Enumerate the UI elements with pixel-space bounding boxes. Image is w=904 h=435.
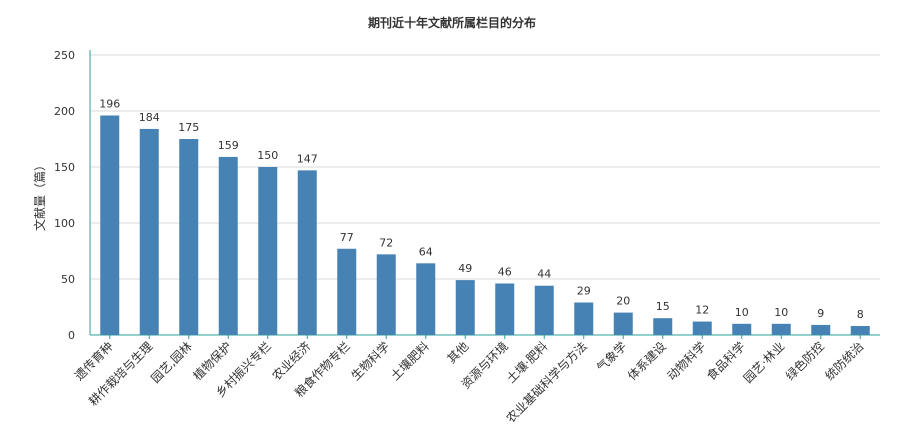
bar [653,318,673,335]
bar [455,280,475,335]
data-label: 77 [340,231,354,244]
data-label: 44 [537,268,551,281]
data-label: 159 [218,139,239,152]
data-label: 64 [419,245,433,258]
bar [613,312,633,335]
x-tick-label: 生物科学 [348,339,393,384]
data-label: 29 [577,285,591,298]
data-label: 9 [817,307,824,320]
x-tick-label: 园艺,园林 [148,339,195,386]
bar [495,283,515,335]
x-tick-label: 统防统治 [822,339,867,384]
data-label: 15 [656,300,670,313]
data-label: 147 [297,152,318,165]
data-label: 10 [774,306,788,319]
data-label: 12 [695,304,709,317]
bar [139,128,159,335]
data-label: 46 [498,265,512,278]
bar [337,248,357,335]
data-label: 10 [735,306,749,319]
y-tick-label: 50 [61,273,75,286]
data-label: 72 [379,236,393,249]
bar [100,115,120,335]
y-axis-title: 文献量（篇） [32,159,47,231]
bar [416,263,436,335]
x-tick-label: 园艺·林业 [741,339,788,386]
bar [297,170,317,335]
bar [376,254,396,335]
data-label: 49 [458,262,472,275]
x-tick-label: 其他 [444,339,471,366]
x-tick-label: 气象学 [593,339,629,375]
data-label: 150 [257,149,278,162]
bar [811,324,831,335]
y-tick-label: 150 [54,161,75,174]
x-tick-label: 体系建设 [625,339,669,383]
bar [771,323,791,335]
data-label: 8 [857,308,864,321]
bar [534,285,554,335]
x-tick-label: 土壤肥料 [387,339,432,384]
bar [258,167,278,335]
bar [218,156,238,335]
chart-title: 期刊近十年文献所属栏目的分布 [367,16,536,30]
x-tick-label: 绿色防控 [782,339,827,384]
data-label: 196 [99,97,120,110]
data-label: 20 [616,295,630,308]
x-tick-label: 动物科学 [664,339,709,384]
bar [574,302,594,335]
y-tick-label: 200 [54,105,75,118]
data-label: 175 [178,121,199,134]
bar [850,326,870,335]
y-tick-label: 0 [68,329,75,342]
y-tick-label: 250 [54,49,75,62]
bar [179,139,199,335]
bar [692,321,712,335]
y-tick-label: 100 [54,217,75,230]
bar [732,323,752,335]
data-label: 184 [139,111,160,124]
